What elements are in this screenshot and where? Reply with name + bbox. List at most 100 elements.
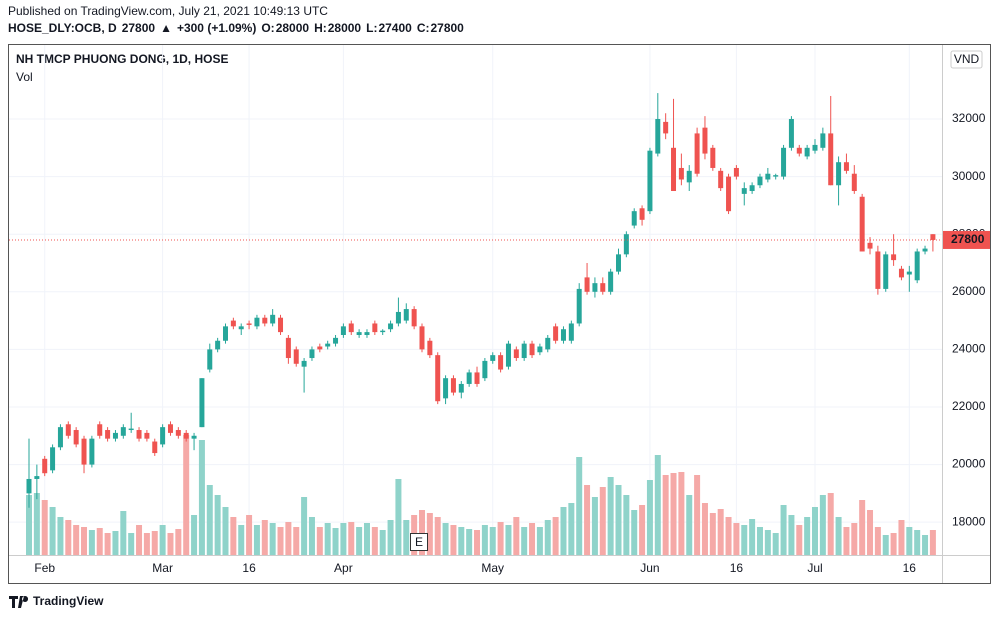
candle-body — [883, 254, 889, 289]
candle-body — [513, 349, 519, 359]
volume-bar — [143, 533, 150, 555]
candle-body — [364, 332, 370, 335]
candle-body — [608, 271, 614, 292]
volume-bar — [73, 525, 80, 555]
candle-body — [65, 424, 71, 436]
candle-body — [81, 438, 87, 465]
volume-bar — [670, 473, 677, 555]
candle-body — [238, 326, 244, 330]
volume-bar — [450, 525, 457, 555]
candle-body — [128, 428, 134, 431]
volume-bar — [253, 525, 260, 555]
header-l-label: L: — [366, 21, 377, 35]
candle-body — [875, 251, 881, 289]
volume-label: Vol — [16, 70, 33, 84]
header-low: 27400 — [378, 21, 412, 35]
volume-bar — [890, 533, 897, 555]
candle-body — [576, 288, 582, 324]
volume-bar — [324, 523, 331, 555]
event-box[interactable] — [410, 533, 428, 551]
candle-body — [663, 121, 669, 134]
volume-bar — [246, 515, 253, 555]
candle-body — [395, 311, 401, 324]
x-tick-label: Apr — [334, 561, 353, 575]
volume-bar — [615, 485, 622, 555]
candle-body — [733, 167, 739, 177]
header-open: 28000 — [276, 21, 310, 35]
volume-bar — [662, 475, 669, 555]
volume-bar — [749, 519, 756, 555]
volume-bar — [591, 497, 598, 555]
candle-body — [105, 430, 111, 439]
volume-bar — [701, 503, 708, 555]
candle-body — [804, 147, 810, 157]
volume-bar — [332, 528, 339, 555]
candle-body — [584, 277, 590, 292]
header-last: 27800 — [122, 21, 156, 35]
volume-bar — [379, 530, 386, 555]
candle-body — [340, 326, 346, 335]
candle-body — [160, 427, 166, 445]
header-high: 28000 — [328, 21, 362, 35]
x-tick-label: 16 — [730, 561, 744, 575]
volume-bar — [497, 522, 504, 555]
volume-bar — [521, 527, 528, 555]
candle-body — [34, 476, 40, 479]
volume-bar — [717, 509, 724, 555]
candle-body — [144, 432, 150, 439]
candle-body — [57, 427, 63, 448]
published: Published on TradingView.com, July 21, 2… — [8, 4, 328, 18]
chart-title: NH TMCP PHUONG DONG, 1D, HOSE — [16, 52, 228, 66]
volume-bar — [466, 529, 473, 555]
candle-body — [435, 355, 441, 402]
candle-body — [568, 323, 574, 341]
candle-body — [215, 340, 221, 350]
volume-bar — [419, 510, 425, 555]
volume-bar — [96, 528, 103, 555]
volume-bar — [403, 520, 410, 555]
volume-bar — [434, 517, 441, 555]
candle-body — [356, 332, 362, 335]
candle-body — [246, 323, 252, 325]
volume-bar — [513, 517, 520, 555]
volume-bar — [206, 485, 213, 555]
candle-body — [152, 441, 158, 454]
candle-body — [474, 372, 480, 384]
candle-body — [922, 248, 928, 252]
header-change: +300 (+1.09%) — [177, 21, 256, 35]
candle-body — [718, 170, 724, 189]
candle-body — [285, 337, 291, 359]
candle-body — [278, 317, 284, 333]
volume-bar — [835, 517, 842, 555]
candle-body — [655, 119, 661, 154]
candle-body — [50, 447, 56, 471]
candle-body — [199, 378, 205, 428]
volume-bar — [756, 527, 763, 555]
volume-bar — [285, 522, 292, 555]
candle-body — [136, 430, 142, 439]
volume-bar — [269, 523, 276, 555]
volume-bar — [88, 530, 95, 555]
candle-body — [458, 383, 464, 393]
volume-bar — [686, 495, 693, 555]
candle-body — [560, 329, 566, 341]
volume-bar — [529, 523, 536, 555]
volume-bar — [646, 480, 653, 555]
volume-bar — [694, 475, 701, 555]
volume-bar — [426, 513, 433, 555]
volume-bar — [882, 535, 889, 555]
candle-body — [167, 424, 173, 433]
currency-box[interactable] — [950, 50, 983, 69]
header-c-label: C: — [417, 21, 430, 35]
volume-bar — [33, 493, 40, 555]
candle-body — [443, 378, 449, 399]
x-tick-label: Jul — [807, 561, 822, 575]
volume-bar — [552, 517, 559, 555]
candle-body — [505, 343, 511, 367]
candle-body — [427, 340, 433, 356]
candle-body — [89, 438, 95, 465]
volume-bar — [599, 487, 606, 555]
candle-body — [223, 326, 228, 341]
candle-body — [898, 268, 904, 278]
candle-body — [293, 349, 299, 364]
